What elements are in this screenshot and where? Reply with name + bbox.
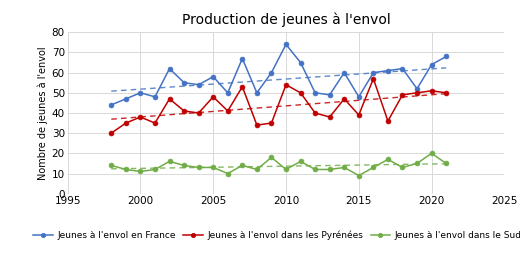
Line: Jeunes à l'envol dans le Sud-Est: Jeunes à l'envol dans le Sud-Est: [109, 151, 449, 178]
Jeunes à l'envol dans le Sud-Est: [399, 166, 406, 169]
Legend: Jeunes à l'envol en France, Jeunes à l'envol dans les Pyrénées, Jeunes à l'envol: Jeunes à l'envol en France, Jeunes à l'e…: [29, 227, 520, 244]
Jeunes à l'envol en France: [385, 69, 391, 72]
Jeunes à l'envol en France: [254, 91, 260, 94]
Jeunes à l'envol dans les Pyrénées: [283, 83, 289, 86]
Jeunes à l'envol en France: [181, 81, 187, 84]
Jeunes à l'envol dans les Pyrénées: [268, 122, 275, 125]
Jeunes à l'envol dans les Pyrénées: [137, 115, 144, 119]
Jeunes à l'envol en France: [341, 71, 347, 74]
Jeunes à l'envol dans le Sud-Est: [385, 158, 391, 161]
Jeunes à l'envol dans les Pyrénées: [428, 89, 435, 93]
Jeunes à l'envol dans les Pyrénées: [385, 119, 391, 123]
Jeunes à l'envol dans les Pyrénées: [297, 91, 304, 94]
Jeunes à l'envol dans le Sud-Est: [239, 164, 245, 167]
Jeunes à l'envol dans le Sud-Est: [210, 166, 216, 169]
Jeunes à l'envol dans le Sud-Est: [370, 166, 376, 169]
Jeunes à l'envol dans le Sud-Est: [137, 170, 144, 173]
Jeunes à l'envol dans le Sud-Est: [196, 166, 202, 169]
Jeunes à l'envol dans le Sud-Est: [181, 164, 187, 167]
Jeunes à l'envol dans les Pyrénées: [414, 91, 420, 94]
Jeunes à l'envol dans le Sud-Est: [283, 168, 289, 171]
Jeunes à l'envol en France: [399, 67, 406, 70]
Jeunes à l'envol dans le Sud-Est: [414, 162, 420, 165]
Jeunes à l'envol dans les Pyrénées: [254, 123, 260, 127]
Jeunes à l'envol en France: [239, 57, 245, 60]
Jeunes à l'envol en France: [297, 61, 304, 64]
Jeunes à l'envol en France: [327, 93, 333, 97]
Title: Production de jeunes à l'envol: Production de jeunes à l'envol: [181, 12, 391, 27]
Jeunes à l'envol dans le Sud-Est: [108, 164, 114, 167]
Jeunes à l'envol en France: [196, 83, 202, 86]
Y-axis label: Nombre de jeunes à l'envol: Nombre de jeunes à l'envol: [37, 46, 47, 180]
Jeunes à l'envol dans le Sud-Est: [428, 152, 435, 155]
Jeunes à l'envol dans les Pyrénées: [239, 85, 245, 88]
Jeunes à l'envol en France: [108, 103, 114, 107]
Jeunes à l'envol dans les Pyrénées: [108, 132, 114, 135]
Jeunes à l'envol dans les Pyrénées: [312, 111, 318, 115]
Jeunes à l'envol en France: [428, 63, 435, 66]
Jeunes à l'envol dans le Sud-Est: [123, 168, 129, 171]
Jeunes à l'envol dans les Pyrénées: [152, 122, 158, 125]
Jeunes à l'envol dans le Sud-Est: [327, 168, 333, 171]
Jeunes à l'envol dans le Sud-Est: [443, 162, 449, 165]
Jeunes à l'envol dans le Sud-Est: [268, 156, 275, 159]
Jeunes à l'envol dans le Sud-Est: [225, 172, 231, 175]
Jeunes à l'envol dans le Sud-Est: [297, 160, 304, 163]
Jeunes à l'envol en France: [283, 43, 289, 46]
Jeunes à l'envol dans le Sud-Est: [152, 168, 158, 171]
Jeunes à l'envol dans les Pyrénées: [166, 97, 173, 101]
Jeunes à l'envol en France: [210, 75, 216, 78]
Jeunes à l'envol dans les Pyrénées: [181, 109, 187, 113]
Jeunes à l'envol dans les Pyrénées: [356, 114, 362, 117]
Jeunes à l'envol en France: [414, 87, 420, 90]
Jeunes à l'envol dans les Pyrénées: [370, 77, 376, 80]
Jeunes à l'envol en France: [443, 55, 449, 58]
Jeunes à l'envol dans les Pyrénées: [225, 109, 231, 113]
Jeunes à l'envol en France: [356, 95, 362, 98]
Jeunes à l'envol en France: [137, 91, 144, 94]
Jeunes à l'envol dans les Pyrénées: [210, 95, 216, 98]
Jeunes à l'envol dans le Sud-Est: [341, 166, 347, 169]
Jeunes à l'envol dans les Pyrénées: [196, 111, 202, 115]
Jeunes à l'envol dans le Sud-Est: [356, 174, 362, 177]
Jeunes à l'envol en France: [225, 91, 231, 94]
Jeunes à l'envol dans les Pyrénées: [123, 122, 129, 125]
Jeunes à l'envol dans le Sud-Est: [254, 168, 260, 171]
Line: Jeunes à l'envol dans les Pyrénées: Jeunes à l'envol dans les Pyrénées: [109, 76, 449, 136]
Jeunes à l'envol en France: [268, 71, 275, 74]
Jeunes à l'envol en France: [166, 67, 173, 70]
Jeunes à l'envol dans les Pyrénées: [327, 115, 333, 119]
Jeunes à l'envol dans le Sud-Est: [166, 160, 173, 163]
Jeunes à l'envol dans les Pyrénées: [443, 91, 449, 94]
Line: Jeunes à l'envol en France: Jeunes à l'envol en France: [109, 42, 449, 107]
Jeunes à l'envol en France: [152, 95, 158, 98]
Jeunes à l'envol en France: [123, 97, 129, 101]
Jeunes à l'envol dans les Pyrénées: [399, 93, 406, 97]
Jeunes à l'envol dans le Sud-Est: [312, 168, 318, 171]
Jeunes à l'envol dans les Pyrénées: [341, 97, 347, 101]
Jeunes à l'envol en France: [370, 71, 376, 74]
Jeunes à l'envol en France: [312, 91, 318, 94]
